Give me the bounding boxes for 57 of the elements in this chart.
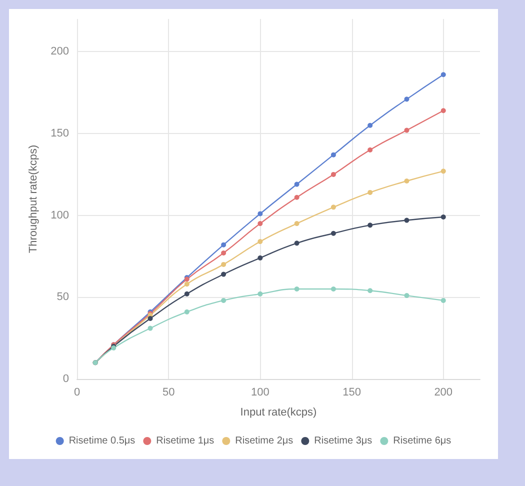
point xyxy=(330,172,336,177)
point xyxy=(184,291,190,296)
point xyxy=(440,108,446,114)
legend-label: Risetime 6μs xyxy=(393,436,452,446)
point xyxy=(404,128,410,133)
point xyxy=(330,230,336,236)
x-axis-title: Input rate(kcps) xyxy=(240,406,317,418)
point xyxy=(294,286,300,292)
point xyxy=(294,182,300,187)
point xyxy=(184,282,190,287)
point xyxy=(330,286,336,292)
y-tick-label: 100 xyxy=(50,209,69,222)
y-tick-label: 0 xyxy=(62,373,69,385)
point xyxy=(221,272,226,277)
point xyxy=(440,298,446,303)
y-axis-title: Throughput rate(kcps) xyxy=(28,144,40,254)
point xyxy=(221,250,226,256)
point xyxy=(404,96,410,102)
x-tick-label: 0 xyxy=(74,386,80,398)
point xyxy=(258,211,263,216)
y-tick-label: 150 xyxy=(50,128,69,140)
x-tick-label: 150 xyxy=(342,386,361,398)
point xyxy=(440,168,446,174)
legend-label: Risetime 3μs xyxy=(314,436,372,446)
point xyxy=(258,239,263,244)
point xyxy=(294,221,300,226)
point xyxy=(440,72,446,78)
x-tick-label: 50 xyxy=(162,386,175,398)
point xyxy=(258,221,263,226)
point xyxy=(148,316,153,321)
point xyxy=(404,293,410,298)
point xyxy=(148,326,153,331)
point xyxy=(368,222,373,228)
point xyxy=(368,147,373,152)
y-tick-label: 50 xyxy=(56,291,69,304)
point xyxy=(330,204,336,210)
point xyxy=(368,190,373,195)
point xyxy=(368,122,373,128)
point xyxy=(294,240,300,246)
legend-label: Risetime 2μs xyxy=(235,436,294,446)
point xyxy=(221,262,226,267)
point xyxy=(184,309,190,314)
x-tick-label: 100 xyxy=(251,386,270,398)
point xyxy=(294,194,300,200)
point xyxy=(258,255,263,260)
point xyxy=(404,218,410,223)
legend-label: Risetime 1μs xyxy=(156,436,214,446)
point xyxy=(368,288,373,294)
point xyxy=(440,214,446,220)
point xyxy=(221,242,226,248)
legend-label: Risetime 0.5μs xyxy=(68,436,136,446)
point xyxy=(221,298,226,303)
x-tick-label: 200 xyxy=(434,386,453,398)
y-tick-label: 200 xyxy=(50,46,69,58)
point xyxy=(404,178,410,184)
point xyxy=(330,152,336,158)
point xyxy=(258,291,263,296)
